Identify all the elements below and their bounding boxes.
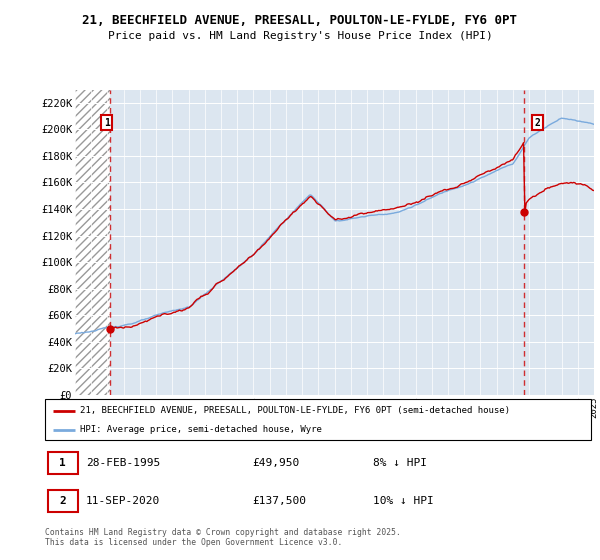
Text: 10% ↓ HPI: 10% ↓ HPI [373, 496, 433, 506]
Text: 11-SEP-2020: 11-SEP-2020 [86, 496, 160, 506]
Text: Contains HM Land Registry data © Crown copyright and database right 2025.
This d: Contains HM Land Registry data © Crown c… [45, 528, 401, 547]
Bar [75, 90, 110, 395]
Text: HPI: Average price, semi-detached house, Wyre: HPI: Average price, semi-detached house,… [80, 425, 322, 434]
Text: 8% ↓ HPI: 8% ↓ HPI [373, 458, 427, 468]
Text: 1: 1 [59, 458, 66, 468]
Text: £49,950: £49,950 [253, 458, 300, 468]
Text: Price paid vs. HM Land Registry's House Price Index (HPI): Price paid vs. HM Land Registry's House … [107, 31, 493, 41]
Bar [48, 490, 78, 512]
Text: £137,500: £137,500 [253, 496, 307, 506]
Text: 28-FEB-1995: 28-FEB-1995 [86, 458, 160, 468]
Text: 21, BEECHFIELD AVENUE, PREESALL, POULTON-LE-FYLDE, FY6 0PT (semi-detached house): 21, BEECHFIELD AVENUE, PREESALL, POULTON… [80, 406, 511, 415]
Text: 2: 2 [534, 118, 540, 128]
Bar [48, 452, 78, 474]
Text: 21, BEECHFIELD AVENUE, PREESALL, POULTON-LE-FYLDE, FY6 0PT: 21, BEECHFIELD AVENUE, PREESALL, POULTON… [83, 14, 517, 27]
Text: 1: 1 [104, 118, 110, 128]
Text: 2: 2 [59, 496, 66, 506]
